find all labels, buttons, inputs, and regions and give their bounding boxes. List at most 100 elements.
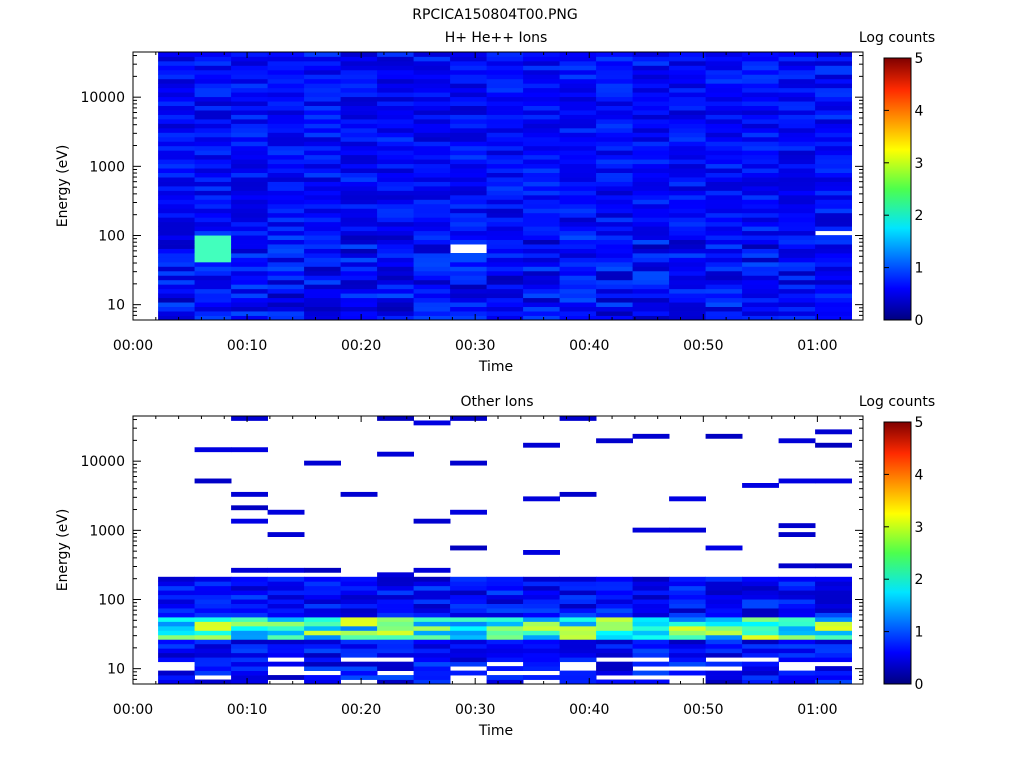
heatmap-cell [340,297,378,303]
heatmap-cell [340,625,378,631]
x-axis-label: Time [478,723,513,739]
heatmap-cell [340,576,378,582]
heatmap-cell [705,212,743,218]
heatmap-cell [742,661,779,667]
heatmap-cell [486,652,524,658]
heatmap-cell [231,74,268,80]
heatmap-cell [742,78,779,84]
heatmap-cell [267,186,305,191]
heatmap-cell [815,670,852,676]
heatmap-cell [377,105,414,111]
heatmap-cell [669,141,706,147]
heatmap-cell [705,311,743,316]
heatmap-cell [778,110,816,115]
heatmap-cell [486,253,524,258]
heatmap-cell [267,105,305,111]
heatmap-cell [231,177,268,182]
heatmap-cell [194,177,232,182]
heatmap-cell [413,163,451,169]
heatmap-cell [705,253,743,258]
heatmap-cell [231,248,268,254]
heatmap-cell [158,190,195,196]
heatmap-cell [523,576,560,582]
heatmap-cell [340,132,378,138]
heatmap-cell [778,123,816,129]
heatmap-cell [596,212,633,218]
heatmap-cell [486,643,524,649]
heatmap-cell [340,172,378,178]
heatmap-cell [486,181,524,187]
heatmap-cell [267,661,305,667]
heatmap-cell [705,145,743,151]
heatmap-cell [705,634,743,640]
heatmap-cell [778,181,816,187]
heatmap-cell [450,416,487,421]
heatmap-cell [559,603,597,609]
heatmap-cell [523,221,560,227]
heatmap-cell [632,101,670,106]
heatmap-cell [377,652,414,658]
heatmap-cell [596,154,633,160]
heatmap-cell [596,306,633,312]
heatmap-cell [778,590,816,596]
heatmap-cell [632,433,670,439]
heatmap-cell [450,599,487,604]
heatmap-cell [742,69,779,75]
heatmap-cell [705,69,743,75]
heatmap-cell [669,226,706,232]
heatmap-cell [340,199,378,205]
heatmap-cell [486,639,524,645]
heatmap-cell [231,123,268,129]
heatmap-cell [523,275,560,281]
heatmap-cell [340,159,378,165]
heatmap-cell [523,315,560,321]
heatmap-cell [158,608,195,613]
x-tick-label: 00:20 [341,338,381,354]
heatmap-cell [705,203,743,209]
heatmap-cell [486,52,524,57]
heatmap-cell [486,96,524,102]
heatmap-cell [559,275,597,281]
heatmap-cell [523,634,560,640]
heatmap-cell [340,590,378,596]
heatmap-cell [705,208,743,214]
heatmap-cell [742,590,779,596]
heatmap-cell [669,150,706,156]
heatmap-cell [267,123,305,129]
heatmap-cell [559,212,597,218]
heatmap-cell [267,652,305,658]
heatmap-cell [194,172,232,178]
heatmap-cell [486,230,524,236]
heatmap-cell [413,567,451,573]
heatmap-cell [194,599,232,604]
heatmap-cell [194,270,232,276]
heatmap-cell [778,127,816,133]
heatmap-cell [596,652,633,658]
heatmap-cell [377,154,414,160]
heatmap-cell [158,279,195,285]
heatmap-cell [705,56,743,62]
heatmap-cell [158,177,195,182]
heatmap-cell [340,608,378,613]
heatmap-cell [559,625,597,631]
heatmap-cell [596,311,633,316]
heatmap-cell [304,581,341,587]
heatmap-cell [596,275,633,281]
heatmap-cell [304,261,341,267]
heatmap-cell [742,127,779,133]
y-tick-label: 10 [107,662,125,678]
heatmap-cell [304,177,341,182]
heatmap-cell [194,110,232,115]
heatmap-cell [778,141,816,147]
heatmap-cell [231,505,268,511]
heatmap-cell [523,235,560,240]
heatmap-cell [705,92,743,98]
heatmap-cell [705,679,743,685]
heatmap-cell [632,78,670,84]
heatmap-cell [669,56,706,62]
heatmap-cell [377,96,414,102]
heatmap-cell [815,65,852,71]
heatmap-cell [705,599,743,604]
heatmap-cell [559,83,597,89]
